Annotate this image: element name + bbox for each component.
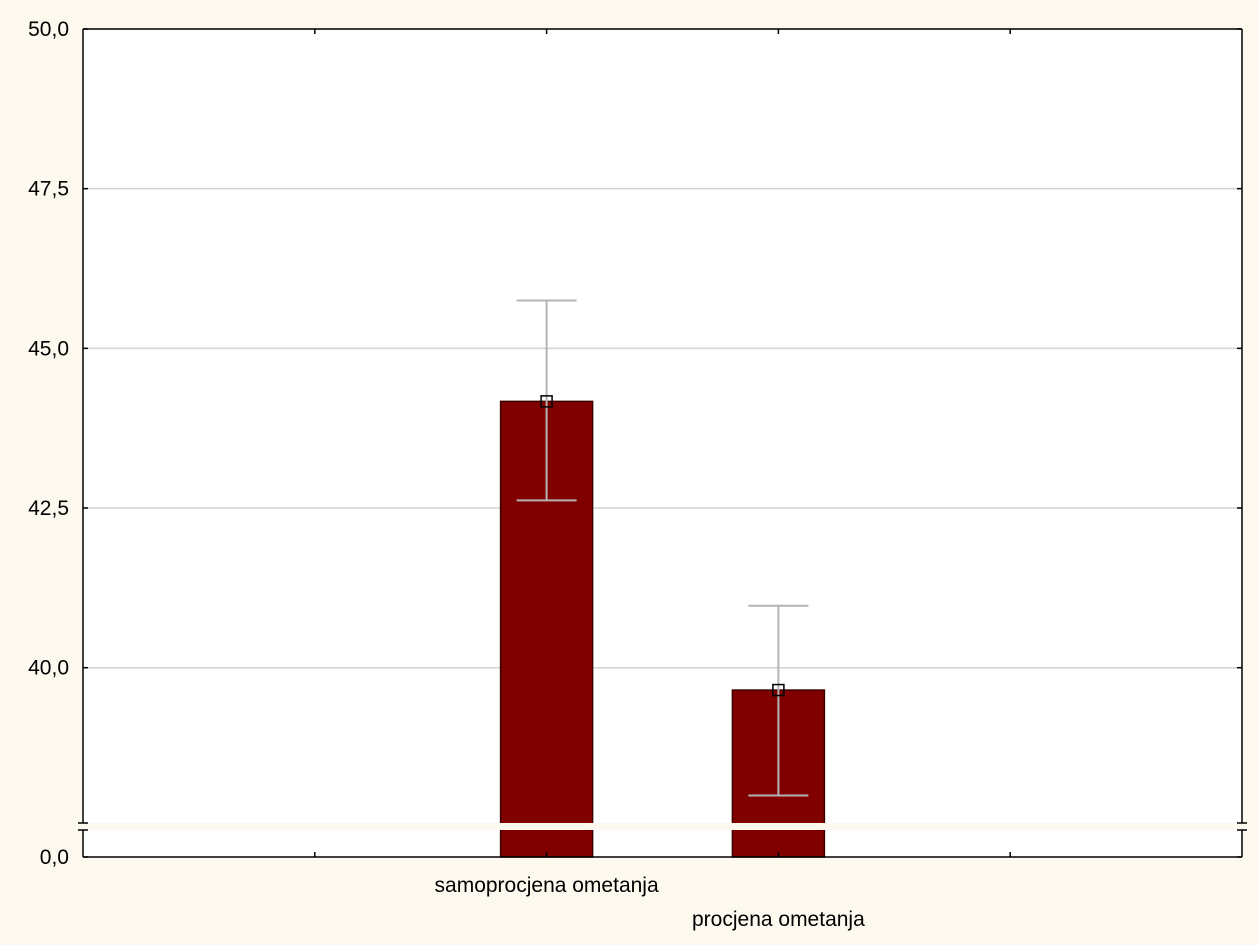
mean-marker — [772, 683, 785, 697]
y-tick-label: 50,0 — [28, 18, 69, 41]
mean-marker — [540, 395, 553, 408]
y-tick-label: 0,0 — [40, 846, 69, 869]
x-category-label: procjena ometanja — [692, 908, 865, 931]
axis-break-band — [73, 823, 1252, 830]
plot-area — [83, 29, 1242, 857]
y-tick-label: 47,5 — [28, 178, 69, 201]
y-tick-label: 45,0 — [28, 337, 69, 360]
y-tick-label: 40,0 — [28, 657, 69, 680]
y-tick-label: 42,5 — [28, 497, 69, 520]
x-category-label: samoprocjena ometanja — [435, 874, 659, 897]
